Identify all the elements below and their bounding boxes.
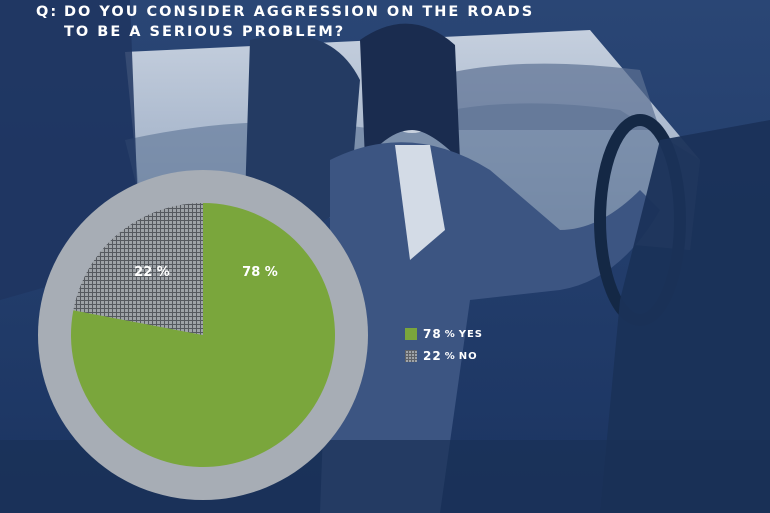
legend-unit-no: %	[444, 350, 456, 362]
slice-label-yes: 78 %	[242, 265, 278, 280]
legend-label-no: NO	[458, 350, 478, 362]
legend-swatch-yes	[405, 328, 417, 340]
pie-slice-no	[73, 203, 204, 335]
pie-slice-yes	[70, 203, 335, 467]
slice-label-no: 22 %	[134, 265, 170, 280]
question-line-2: TO BE A SERIOUS PROBLEM?	[64, 24, 346, 40]
legend-value-no: 22	[423, 349, 442, 363]
question-title: Q: DO YOU CONSIDER AGGRESSION ON THE ROA…	[36, 2, 636, 42]
legend-unit-yes: %	[444, 328, 456, 340]
legend-value-yes: 78	[423, 327, 442, 341]
question-line-1: DO YOU CONSIDER AGGRESSION ON THE ROADS	[64, 4, 535, 20]
question-prefix: Q:	[36, 4, 59, 20]
legend-label-yes: YES	[458, 328, 484, 340]
legend-swatch-no	[405, 350, 417, 362]
legend-item-no: 22 % NO	[405, 345, 483, 367]
legend-item-yes: 78 % YES	[405, 323, 483, 345]
legend: 78 % YES 22 % NO	[405, 323, 483, 367]
